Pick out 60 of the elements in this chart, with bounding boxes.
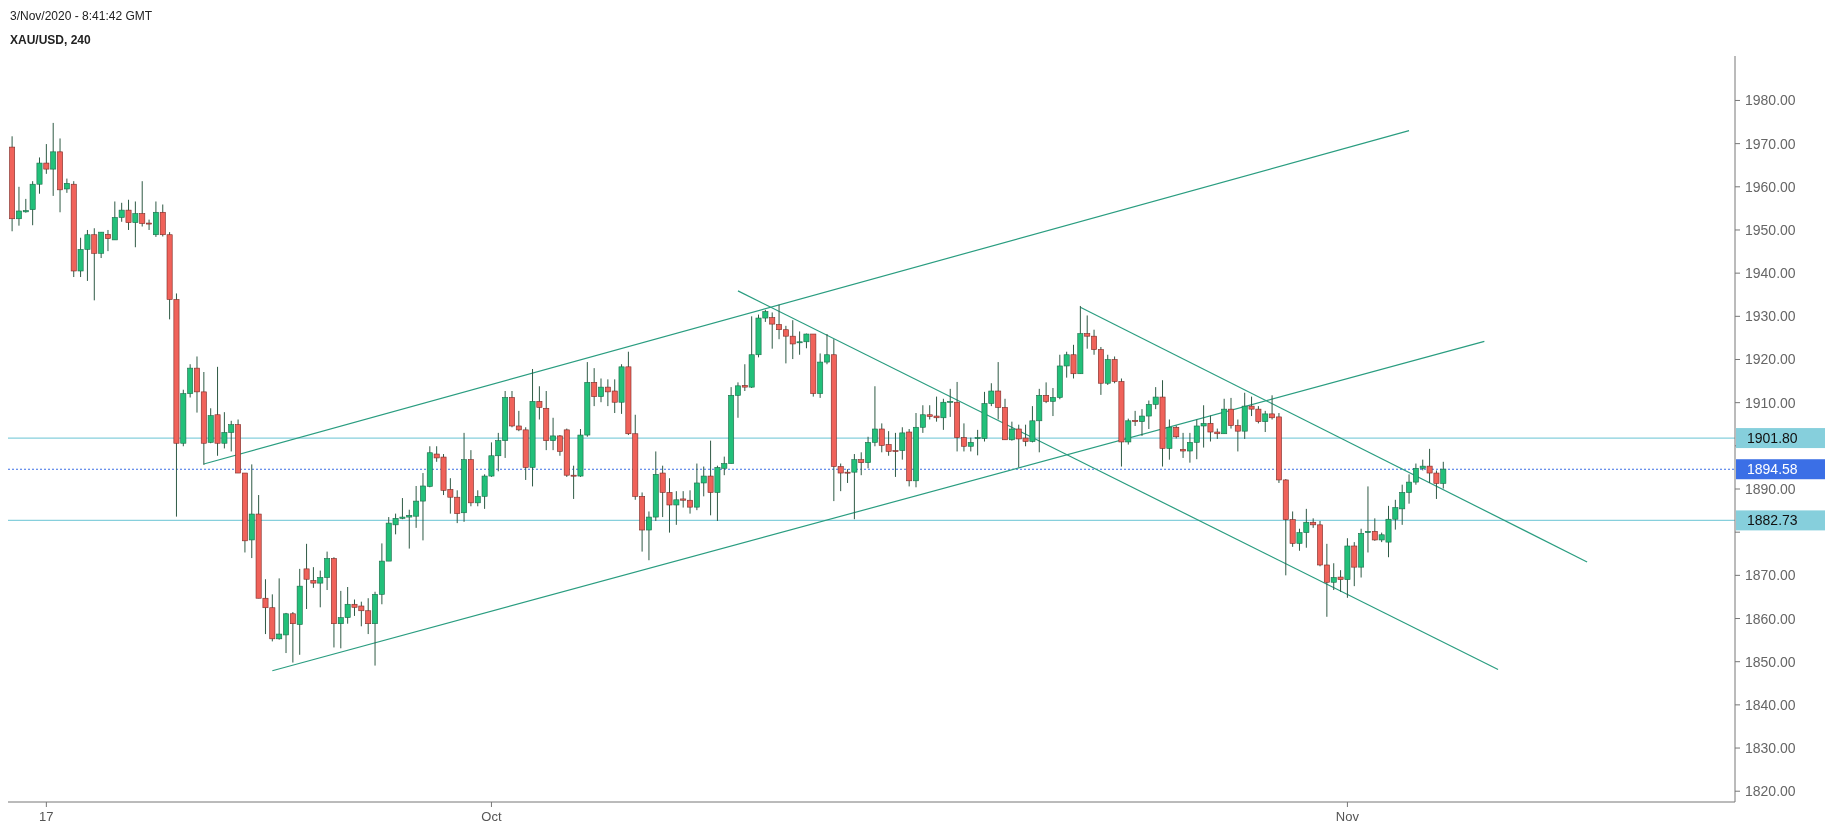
- candlestick: [63, 178, 70, 194]
- candlestick: [1337, 569, 1344, 593]
- candlestick: [1330, 562, 1337, 591]
- candlestick: [741, 363, 748, 392]
- candlestick: [1262, 410, 1269, 433]
- candlestick: [1125, 418, 1132, 446]
- y-tick-label: 1830.00: [1745, 740, 1796, 757]
- y-tick-label: 1970.00: [1745, 135, 1796, 152]
- candlestick: [1166, 419, 1173, 461]
- candlestick: [598, 377, 604, 403]
- candlestick: [1440, 461, 1447, 490]
- y-tick-label: 1890.00: [1745, 481, 1796, 498]
- x-tick-label: Oct: [481, 809, 502, 824]
- candlestick: [899, 426, 906, 461]
- y-tick-label: 1960.00: [1745, 178, 1796, 195]
- candlestick: [1008, 421, 1015, 442]
- candlestick: [125, 199, 132, 231]
- candlestick: [91, 227, 98, 301]
- y-tick-label: 1910.00: [1745, 394, 1796, 411]
- candlestick: [98, 231, 105, 259]
- ref-line-label: 1901.80: [1747, 430, 1798, 447]
- y-tick-label: 1950.00: [1745, 221, 1796, 238]
- candlestick: [851, 453, 858, 520]
- candlestick: [673, 490, 680, 526]
- y-tick-label: 1820.00: [1745, 783, 1796, 800]
- candlestick: [132, 200, 139, 248]
- y-tick-label: 1980.00: [1745, 92, 1796, 109]
- candlestick: [1132, 410, 1139, 427]
- ref-line-label: 1882.73: [1747, 512, 1798, 529]
- candlestick: [536, 385, 543, 420]
- y-tick-label: 1860.00: [1745, 610, 1796, 627]
- candlestick: [1104, 354, 1111, 386]
- y-tick-label: 1840.00: [1745, 696, 1796, 713]
- candlestick: [1043, 381, 1050, 404]
- ref-line-label: 1894.58: [1747, 461, 1798, 478]
- candlestick: [1365, 485, 1371, 553]
- x-tick-label: 17: [39, 809, 54, 824]
- candlestick: [1180, 432, 1186, 459]
- candlestick: [105, 229, 111, 252]
- candlestick: [289, 611, 296, 664]
- candlestick: [310, 566, 317, 589]
- candlestick: [858, 451, 865, 476]
- chart-title: XAU/USD, 240: [10, 33, 92, 47]
- candlestick: [303, 543, 310, 610]
- text: 3/Nov/2020 - 8:41:42 GMT: [10, 9, 153, 23]
- y-tick-label: 1940.00: [1745, 265, 1796, 282]
- y-tick-label: 1930.00: [1745, 308, 1796, 325]
- candlestick: [43, 143, 50, 175]
- candlestick: [1351, 541, 1358, 587]
- candlestick: [550, 417, 556, 451]
- candlestick: [591, 367, 598, 407]
- candlestick: [50, 122, 57, 197]
- candlestick: [153, 200, 159, 238]
- candlestick: [1371, 517, 1378, 542]
- x-tick-label: Nov: [1335, 809, 1360, 824]
- y-tick-label: 1920.00: [1745, 351, 1796, 368]
- candlestick: [1070, 344, 1077, 379]
- y-tick-label: 1870.00: [1745, 567, 1796, 584]
- candlestick: [707, 440, 714, 516]
- y-tick-label: 1850.00: [1745, 653, 1796, 670]
